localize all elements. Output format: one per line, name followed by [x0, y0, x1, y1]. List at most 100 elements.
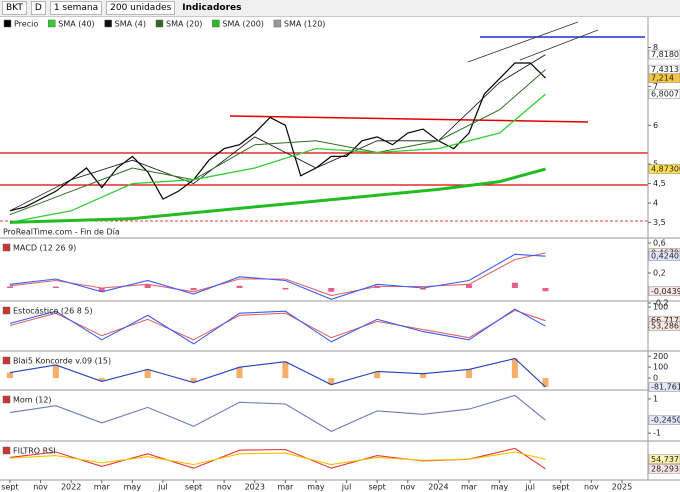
x-tick-label: 2025	[612, 483, 632, 492]
histogram-bar	[511, 358, 518, 379]
legend-entry: SMA (40)	[58, 20, 94, 29]
last-value-label: -0,2450	[651, 416, 680, 425]
histogram-bar	[374, 371, 381, 379]
indicator-icon	[2, 356, 11, 365]
histogram-bar	[511, 282, 518, 288]
indicators-button[interactable]: Indicadores	[182, 3, 242, 13]
series-line	[9, 253, 546, 300]
symbol-field[interactable]: BKT	[2, 1, 27, 15]
x-tick-label: jul	[157, 483, 168, 492]
channel-line	[519, 29, 599, 61]
y-tick-label: -0,2	[653, 299, 669, 308]
histogram-bar	[465, 369, 472, 379]
y-tick-label: 0,2	[653, 269, 666, 278]
histogram-bar	[465, 284, 472, 288]
x-tick-label: mar	[277, 483, 294, 492]
y-tick-label: 0	[653, 374, 658, 383]
x-tick-label: sept	[552, 483, 569, 492]
y-tick-label: 200	[653, 352, 668, 361]
legend-entry: Precio	[14, 20, 38, 29]
y-tick-label: 8	[653, 43, 658, 52]
legend-entry: SMA (120)	[284, 20, 326, 29]
indicator-title: Blai5 Koncorde v.09 (15)	[13, 357, 111, 366]
histogram-bar	[52, 365, 59, 379]
series-line	[9, 308, 546, 345]
histogram-bar	[542, 288, 549, 292]
last-value-box	[648, 454, 680, 465]
y-tick-label: 7	[653, 82, 658, 91]
legend-swatch	[104, 19, 112, 28]
series-line	[9, 357, 546, 388]
y-tick-label: 6	[653, 121, 658, 130]
x-tick-label: mar	[94, 483, 111, 492]
last-value-box	[648, 286, 680, 297]
x-tick-label: nov	[584, 483, 599, 492]
histogram-bar	[236, 285, 243, 288]
histogram-bar	[420, 288, 427, 290]
series-line	[9, 309, 546, 341]
histogram-bar	[144, 284, 151, 288]
histogram-bar	[144, 369, 151, 379]
histogram-bar	[98, 378, 105, 382]
legend-swatch	[47, 19, 56, 28]
last-value-box	[648, 321, 680, 331]
trend-line	[229, 115, 589, 123]
indicator-title: Estocástico (26 8 5)	[13, 307, 93, 316]
indicator-icon	[2, 446, 11, 455]
x-tick-label: nov	[400, 483, 415, 492]
y-tick-label: 5	[653, 160, 658, 169]
last-value-label: 7,214	[651, 74, 674, 83]
last-value-box	[648, 415, 680, 425]
y-tick-label: 4	[653, 199, 658, 208]
period-select[interactable]: 1 semana	[49, 1, 103, 15]
x-tick-label: nov	[33, 483, 48, 492]
histogram-bar	[328, 288, 335, 292]
x-tick-label: sept	[185, 483, 202, 492]
x-tick-label: sept	[1, 483, 18, 492]
y-tick-label: -1	[653, 429, 661, 438]
last-value-label: 7,4313	[651, 65, 679, 74]
x-tick-label: 2024	[428, 483, 448, 492]
legend-entry: SMA (200)	[222, 20, 264, 29]
series-line	[9, 69, 546, 216]
indicator-title: MACD (12 26 9)	[13, 244, 76, 253]
histogram-bar	[282, 361, 289, 379]
histogram-bar	[282, 288, 289, 290]
legend-entry: SMA (4)	[115, 20, 146, 29]
units-select[interactable]: 200 unidades	[106, 1, 176, 15]
last-value-label: 28,293	[651, 464, 679, 473]
last-value-label: 54,737	[651, 455, 679, 464]
mode-button[interactable]: D	[30, 1, 46, 15]
last-value-box	[648, 89, 680, 99]
series-line	[9, 451, 546, 466]
last-value-box	[648, 164, 680, 174]
histogram-bar	[328, 378, 335, 385]
histogram-bar	[542, 378, 549, 388]
y-tick-label: 4,5	[653, 179, 666, 188]
last-value-label: 66,717	[651, 316, 679, 325]
last-value-label: 7,8180	[651, 50, 679, 59]
series-line	[9, 252, 546, 297]
series-line	[9, 93, 546, 224]
last-value-box	[648, 251, 680, 261]
last-value-label: 53,286	[651, 322, 679, 331]
x-tick-label: mar	[461, 483, 478, 492]
legend-swatch	[155, 19, 164, 28]
last-value-label: -0,0439	[651, 287, 680, 296]
y-tick-label: 3,5	[653, 218, 666, 227]
toolbar: BKT D 1 semana 200 unidades Indicadores	[0, 0, 680, 17]
indicator-icon	[2, 395, 11, 404]
histogram-bar	[190, 288, 197, 291]
legend-swatch	[3, 19, 12, 28]
last-value-box	[648, 382, 680, 392]
x-tick-label: jul	[341, 483, 352, 492]
series-line	[9, 54, 546, 212]
histogram-bar	[420, 373, 427, 379]
last-value-label: -81,761	[651, 383, 680, 392]
last-value-box	[648, 73, 680, 83]
x-tick-label: may	[491, 483, 509, 492]
histogram-bar	[98, 288, 105, 292]
